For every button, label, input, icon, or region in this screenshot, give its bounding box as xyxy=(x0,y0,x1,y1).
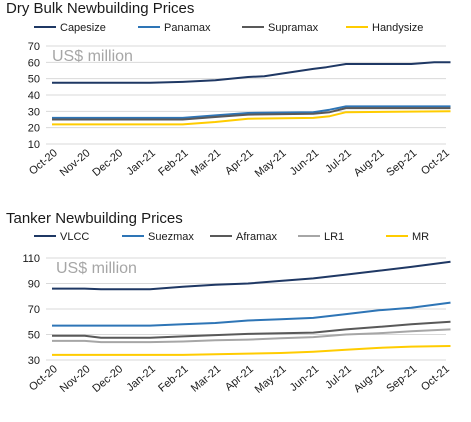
chart-title-dry-bulk: Dry Bulk Newbuilding Prices xyxy=(6,0,195,17)
y-tick-label: 60 xyxy=(28,57,40,69)
legend-item-vlcc: VLCC xyxy=(34,231,89,243)
legend-item-supramax: Supramax xyxy=(242,22,319,34)
legend-label: LR1 xyxy=(324,231,344,243)
legend-item-lr1: LR1 xyxy=(298,231,344,243)
series-line-suezmax xyxy=(52,301,451,327)
x-tick-label: Jul-21 xyxy=(323,363,354,391)
legend-item-handysize: Handysize xyxy=(346,22,423,34)
legend-item-aframax: Aframax xyxy=(210,231,277,243)
series-line-aframax xyxy=(52,320,451,339)
x-tick-label: Oct-21 xyxy=(419,363,452,393)
legend-label: VLCC xyxy=(60,231,89,243)
series-line-handysize xyxy=(52,110,451,126)
series-line-vlcc xyxy=(52,260,451,291)
y-tick-label: 110 xyxy=(22,253,40,265)
y-tick-label: 50 xyxy=(28,330,40,342)
y-tick-label: 90 xyxy=(28,279,40,291)
y-tick-label: 70 xyxy=(28,304,40,316)
y-tick-label: 20 xyxy=(28,123,40,135)
x-tick-label: Apr-21 xyxy=(223,363,256,393)
legend-label: Panamax xyxy=(164,22,211,34)
legend-label: Suezmax xyxy=(148,231,194,243)
y-tick-label: 50 xyxy=(28,74,40,86)
x-tick-label: Jun-21 xyxy=(288,363,321,394)
unit-annotation: US$ million xyxy=(56,260,137,277)
legend-label: Supramax xyxy=(268,22,319,34)
x-tick-label: Nov-20 xyxy=(58,363,93,395)
series-line-mr xyxy=(52,345,451,356)
x-tick-label: Oct-20 xyxy=(27,363,60,393)
x-tick-label: Sep-21 xyxy=(384,363,419,395)
y-tick-label: 30 xyxy=(28,106,40,118)
y-tick-label: 70 xyxy=(28,41,40,53)
series-line-capesize xyxy=(52,61,451,84)
x-tick-label: Feb-21 xyxy=(156,363,190,395)
legend-label: Aframax xyxy=(236,231,277,243)
x-tick-label: Dec-20 xyxy=(90,363,125,395)
x-tick-label: Aug-21 xyxy=(352,363,387,395)
legend-item-suezmax: Suezmax xyxy=(122,231,194,243)
legend-item-mr: MR xyxy=(386,231,429,243)
legend-label: Capesize xyxy=(60,22,106,34)
x-tick-label: May-21 xyxy=(253,363,289,396)
legend-label: Handysize xyxy=(372,22,423,34)
y-tick-label: 30 xyxy=(28,355,40,367)
legend-item-panamax: Panamax xyxy=(138,22,211,34)
dry-bulk-chart: Capesize Panamax Supramax Handysize 10 20 30 40… xyxy=(27,22,452,180)
y-tick-label: 40 xyxy=(28,90,40,102)
series-line-panamax xyxy=(52,105,451,119)
legend-label: MR xyxy=(412,231,429,243)
legend-item-capesize: Capesize xyxy=(34,22,106,34)
unit-annotation: US$ million xyxy=(52,48,133,65)
y-tick-label: 10 xyxy=(28,139,40,151)
x-tick-label: Mar-21 xyxy=(189,363,223,395)
series-line-lr1 xyxy=(52,328,451,344)
series-line-supramax xyxy=(52,107,451,121)
chart-title-tanker: Tanker Newbuilding Prices xyxy=(6,210,183,227)
x-tick-label: Jan-21 xyxy=(124,363,157,394)
